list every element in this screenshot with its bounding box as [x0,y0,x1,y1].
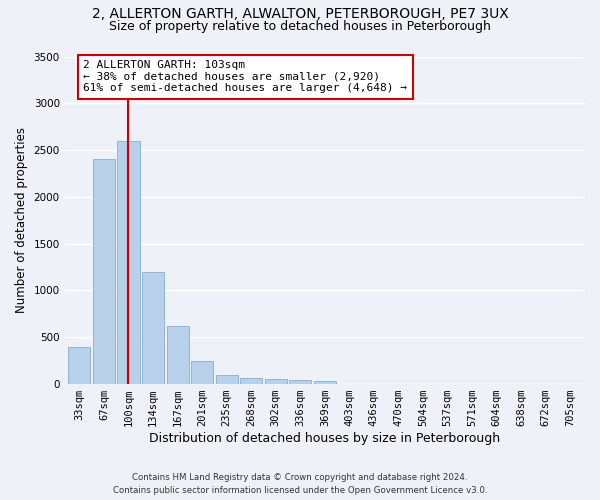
Text: 2 ALLERTON GARTH: 103sqm
← 38% of detached houses are smaller (2,920)
61% of sem: 2 ALLERTON GARTH: 103sqm ← 38% of detach… [83,60,407,94]
Text: Size of property relative to detached houses in Peterborough: Size of property relative to detached ho… [109,20,491,33]
Bar [118,140,140,384]
Bar [289,380,311,384]
Text: 2, ALLERTON GARTH, ALWALTON, PETERBOROUGH, PE7 3UX: 2, ALLERTON GARTH, ALWALTON, PETERBOROUG… [92,8,508,22]
Bar [215,374,238,384]
Bar [314,382,336,384]
Y-axis label: Number of detached properties: Number of detached properties [15,128,28,314]
Bar [142,272,164,384]
Bar [191,360,213,384]
Bar [167,326,188,384]
Bar [265,378,287,384]
Bar [93,160,115,384]
Bar [240,378,262,384]
Text: Contains HM Land Registry data © Crown copyright and database right 2024.
Contai: Contains HM Land Registry data © Crown c… [113,474,487,495]
X-axis label: Distribution of detached houses by size in Peterborough: Distribution of detached houses by size … [149,432,500,445]
Bar [68,346,91,384]
